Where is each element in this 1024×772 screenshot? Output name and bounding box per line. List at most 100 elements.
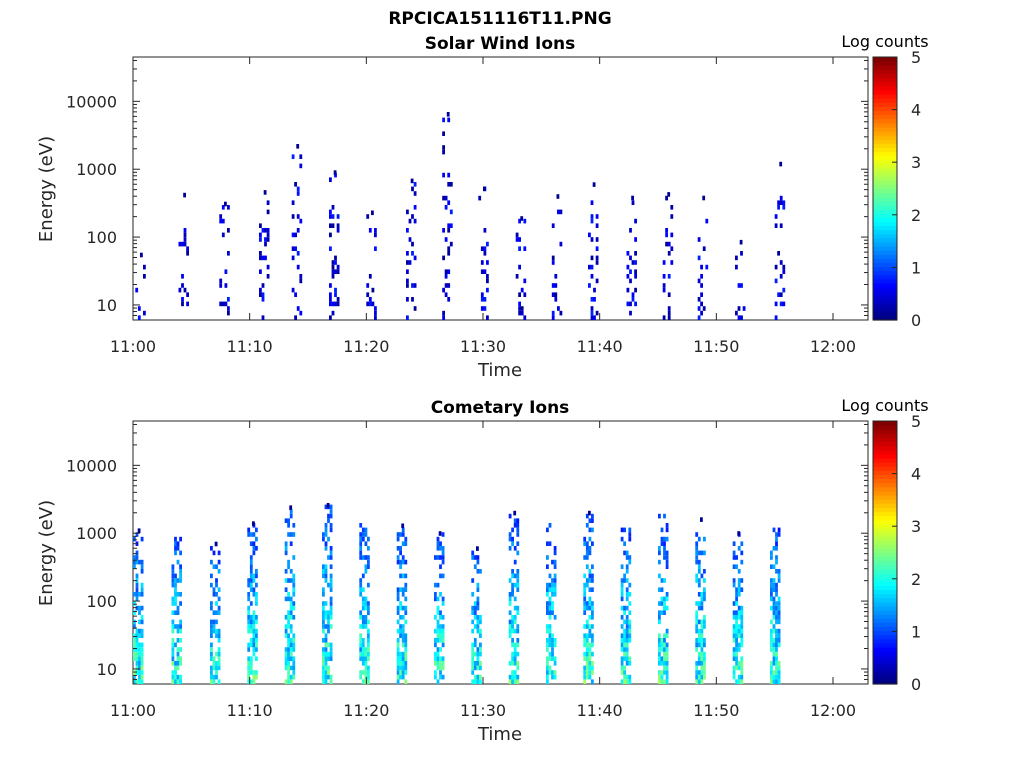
- spectrogram-cell: [174, 610, 177, 615]
- spectrogram-cell: [404, 665, 408, 671]
- spectrogram-cell: [329, 674, 333, 680]
- spectrogram-cell: [660, 541, 664, 546]
- colorbar-segment: [873, 209, 897, 214]
- spectrogram-cell: [399, 615, 402, 620]
- spectrogram-cell: [737, 306, 741, 311]
- spectrogram-cell: [516, 624, 520, 629]
- spectrogram-cell: [413, 218, 417, 224]
- spectrogram-cell: [697, 674, 701, 680]
- spectrogram-cell: [697, 619, 701, 625]
- spectrogram-cell: [174, 596, 177, 602]
- colorbar-segment: [873, 122, 897, 128]
- spectrogram-cell: [284, 628, 288, 634]
- colorbar-segment: [873, 299, 897, 305]
- spectrogram-cell: [588, 232, 591, 238]
- spectrogram-cell: [772, 642, 776, 648]
- spectrogram-cell: [364, 661, 368, 666]
- spectrogram-cell: [329, 315, 332, 320]
- spectrogram-cell: [210, 633, 213, 638]
- spectrogram-cell: [471, 605, 475, 611]
- spectrogram-outlier: [483, 186, 486, 192]
- spectrogram-cell: [294, 292, 297, 297]
- spectrogram-cell: [404, 619, 408, 625]
- spectrogram-cell: [658, 601, 661, 606]
- spectrogram-cell: [476, 647, 480, 652]
- spectrogram-cell: [546, 647, 549, 652]
- spectrogram-cell: [215, 578, 218, 583]
- spectrogram-cell: [583, 536, 587, 542]
- spectrogram-cell: [737, 592, 741, 597]
- spectrogram-cell: [546, 592, 549, 597]
- spectrogram-cell: [523, 218, 527, 224]
- spectrogram-cell: [513, 628, 517, 634]
- spectrogram-cell: [772, 647, 776, 652]
- panel-title-cometary: Cometary Ions: [431, 398, 570, 418]
- spectrogram-cell: [697, 670, 701, 675]
- spectrogram-cell: [774, 301, 778, 307]
- spectrogram-cell: [322, 679, 325, 684]
- spectrogram-cell: [623, 578, 626, 583]
- colorbar-segment: [873, 114, 897, 120]
- spectrogram-cell: [441, 638, 445, 643]
- spectrogram-cell: [508, 592, 512, 597]
- spectrogram-cells: [135, 112, 786, 320]
- spectrogram-cell: [404, 670, 408, 675]
- colorbar-segment: [873, 647, 897, 652]
- spectrogram-cell: [176, 546, 180, 551]
- spectrogram-cell: [439, 615, 442, 620]
- spectrogram-cell: [740, 283, 743, 288]
- spectrogram-cell: [329, 596, 333, 602]
- spectrogram-cell: [434, 661, 437, 666]
- spectrogram-cell: [546, 582, 549, 588]
- spectrogram-cell: [735, 624, 738, 629]
- spectrogram-cell: [479, 679, 482, 684]
- spectrogram-cell: [508, 578, 512, 583]
- spectrogram-cell: [436, 638, 440, 643]
- spectrogram-cell: [289, 656, 293, 661]
- spectrogram-cell: [252, 674, 256, 680]
- spectrogram-cell: [590, 218, 594, 224]
- spectrogram-cell: [444, 274, 448, 279]
- spectrogram-cell: [171, 596, 175, 602]
- spectrogram-cell: [775, 619, 778, 625]
- spectrogram-cell: [215, 592, 218, 597]
- colorbar-tick-label: 1: [911, 622, 921, 641]
- spectrogram-cell: [625, 555, 629, 560]
- spectrogram-cell: [591, 633, 594, 638]
- spectrogram-cell: [629, 278, 632, 284]
- spectrogram-cell: [367, 633, 370, 638]
- spectrogram-cell: [511, 661, 514, 666]
- spectrogram-cell: [364, 541, 368, 546]
- spectrogram-cell: [772, 651, 776, 657]
- spectrogram-cell: [471, 651, 475, 657]
- spectrogram-cell: [140, 647, 144, 652]
- spectrogram-cell: [775, 546, 778, 551]
- spectrogram-cell: [553, 656, 557, 661]
- spectrogram-cell: [171, 651, 175, 657]
- spectrogram-cell: [324, 564, 328, 569]
- spectrogram-cell: [171, 679, 175, 684]
- spectrogram-cell: [737, 679, 741, 684]
- spectrogram-cell: [735, 619, 738, 625]
- spectrogram-cell: [703, 670, 706, 675]
- colorbar-segment: [873, 523, 897, 529]
- spectrogram-cell: [551, 610, 554, 615]
- spectrogram-cell: [515, 274, 519, 279]
- spectrogram-cell: [695, 601, 699, 606]
- spectrogram-cell: [662, 283, 666, 288]
- spectrogram-cell: [364, 656, 368, 661]
- spectrogram-cell: [249, 541, 253, 546]
- spectrogram-cell: [322, 569, 325, 574]
- spectrogram-cell: [442, 310, 445, 316]
- spectrogram-cell: [703, 592, 706, 597]
- spectrogram-cell: [523, 246, 527, 251]
- spectrogram-cell: [215, 651, 218, 657]
- x-tick-label: 12:00: [810, 337, 856, 356]
- spectrogram-cell: [700, 647, 704, 652]
- spectrogram-cell: [183, 228, 187, 233]
- colorbar-segment: [873, 581, 897, 586]
- spectrogram-cell: [476, 651, 480, 657]
- spectrogram-cell: [287, 647, 290, 652]
- spectrogram-cell: [439, 638, 442, 643]
